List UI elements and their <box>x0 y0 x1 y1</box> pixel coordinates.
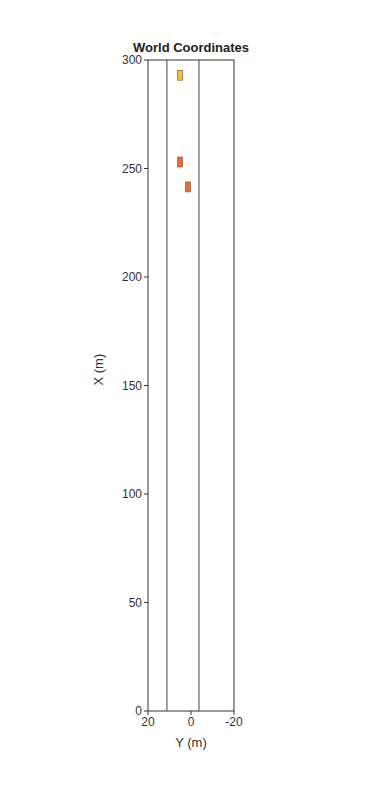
svg-text:-20: -20 <box>225 715 243 729</box>
svg-text:0: 0 <box>188 715 195 729</box>
svg-text:100: 100 <box>122 487 142 501</box>
svg-text:50: 50 <box>129 596 143 610</box>
svg-text:Y (m): Y (m) <box>175 735 207 750</box>
svg-text:X (m): X (m) <box>91 354 106 386</box>
svg-text:20: 20 <box>141 715 155 729</box>
svg-text:0: 0 <box>135 704 142 718</box>
svg-text:150: 150 <box>122 379 142 393</box>
svg-text:200: 200 <box>122 270 142 284</box>
svg-text:300: 300 <box>122 53 142 67</box>
svg-text:250: 250 <box>122 162 142 176</box>
html-text:World Coordinates: World Coordinates <box>133 40 249 55</box>
